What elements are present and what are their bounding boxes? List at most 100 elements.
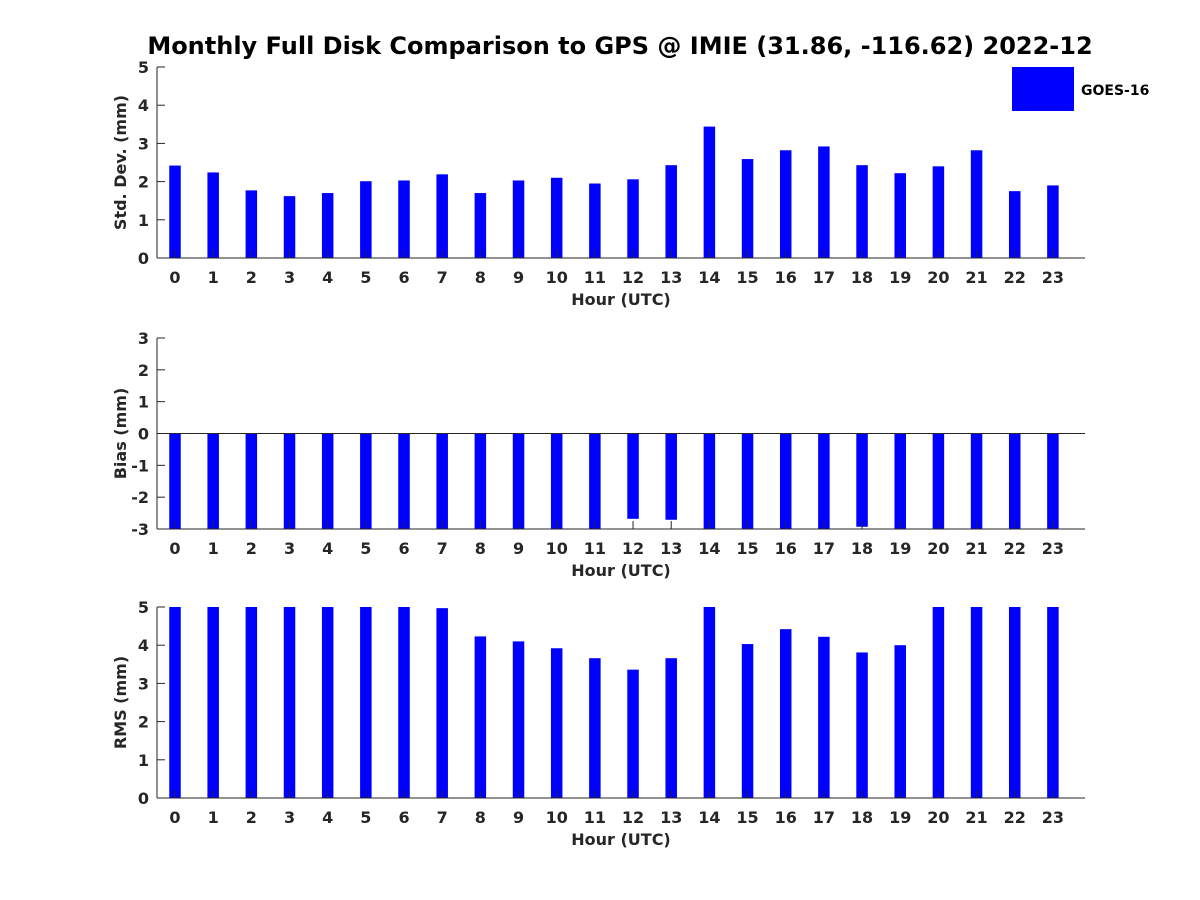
rms-bar-18: [856, 652, 868, 798]
rms-x-tick-label: 12: [622, 808, 644, 827]
std-dev-bar-16: [779, 150, 792, 258]
bias-x-tick-label: 5: [360, 539, 371, 558]
std-dev-bar-17: [818, 146, 830, 258]
figure-title: Monthly Full Disk Comparison to GPS @ IM…: [147, 32, 1092, 60]
bias-y-tick-label: 1: [138, 393, 149, 412]
rms-x-tick-label: 15: [736, 808, 758, 827]
std-dev-bar-5: [360, 181, 372, 258]
rms-y-axis-label: RMS (mm): [111, 656, 130, 749]
bias-x-tick-label: 11: [584, 539, 606, 558]
rms-x-tick-label: 1: [208, 808, 219, 827]
rms-bar-17: [818, 636, 830, 798]
rms-x-tick-label: 7: [437, 808, 448, 827]
std-dev-y-tick-label: 2: [138, 173, 149, 192]
std-dev-x-tick-label: 12: [622, 268, 644, 287]
std-dev-y-tick-label: 0: [138, 249, 149, 268]
bias-x-tick-label: 7: [437, 539, 448, 558]
rms-bar-0: [169, 607, 181, 798]
rms-x-tick-label: 17: [813, 808, 835, 827]
rms-bar-8: [474, 636, 487, 798]
std-dev-x-tick-label: 2: [246, 268, 257, 287]
bias-bar-13: [665, 433, 677, 520]
rms-x-tick-label: 14: [698, 808, 720, 827]
rms-x-tick-label: 2: [246, 808, 257, 827]
bias-x-tick-label: 17: [813, 539, 835, 558]
bias-bar-16: [779, 433, 792, 529]
bias-x-tick-label: 8: [475, 539, 486, 558]
bias-bar-17: [818, 433, 830, 529]
rms-x-tick-label: 16: [775, 808, 797, 827]
std-dev-x-tick-label: 7: [437, 268, 448, 287]
std-dev-x-tick-label: 5: [360, 268, 371, 287]
bias-bar-19: [894, 433, 906, 529]
rms-bar-14: [703, 607, 716, 798]
bias-bar-14: [703, 433, 716, 529]
std-dev-x-tick-label: 21: [965, 268, 987, 287]
bias-bar-23: [1047, 433, 1059, 529]
std-dev-bar-14: [703, 126, 716, 258]
rms-bar-1: [207, 607, 219, 798]
std-dev-x-tick-label: 6: [398, 268, 409, 287]
std-dev-x-tick-label: 11: [584, 268, 606, 287]
std-dev-x-tick-label: 18: [851, 268, 873, 287]
std-dev-bar-0: [169, 165, 181, 258]
bias-x-tick-label: 0: [169, 539, 180, 558]
bias-x-tick-label: 20: [927, 539, 949, 558]
bias-y-axis-label: Bias (mm): [111, 388, 130, 480]
std-dev-y-tick-label: 3: [138, 134, 149, 153]
rms-y-tick-label: 1: [138, 751, 149, 770]
rms-y-tick-label: 3: [138, 674, 149, 693]
rms-bar-12: [627, 669, 639, 798]
std-dev-bar-7: [436, 174, 448, 258]
legend: GOES-16: [1012, 67, 1149, 111]
bias-x-tick-label: 21: [965, 539, 987, 558]
rms-x-tick-label: 3: [284, 808, 295, 827]
bias-bar-18: [856, 433, 868, 527]
std-dev-bar-19: [894, 173, 906, 258]
std-dev-bar-15: [741, 159, 754, 258]
bias-bar-7: [436, 433, 448, 529]
rms-bar-21: [970, 607, 983, 798]
bias-x-tick-label: 16: [775, 539, 797, 558]
rms-x-tick-label: 9: [513, 808, 524, 827]
bias-y-tick-label: -3: [131, 520, 149, 539]
rms-bar-4: [321, 607, 334, 798]
std-dev-bar-18: [856, 165, 868, 258]
bias-bar-11: [589, 433, 601, 529]
bias-y-tick-label: -1: [131, 456, 149, 475]
bias-x-tick-label: 9: [513, 539, 524, 558]
rms-bar-10: [550, 648, 563, 798]
bias-x-tick-label: 19: [889, 539, 911, 558]
std-dev-x-tick-label: 4: [322, 268, 333, 287]
bias-x-tick-label: 12: [622, 539, 644, 558]
std-dev-x-tick-label: 20: [927, 268, 949, 287]
rms-bar-2: [245, 607, 258, 798]
std-dev-x-tick-label: 22: [1004, 268, 1026, 287]
bias-bar-8: [474, 433, 487, 529]
std-dev-bar-11: [589, 183, 601, 258]
bias-y-tick-label: 2: [138, 361, 149, 380]
rms-bar-3: [283, 607, 296, 798]
rms-x-tick-label: 23: [1042, 808, 1064, 827]
rms-x-tick-label: 5: [360, 808, 371, 827]
rms-bar-15: [741, 644, 754, 798]
bias-x-tick-label: 22: [1004, 539, 1026, 558]
rms-x-tick-label: 22: [1004, 808, 1026, 827]
std-dev-y-tick-label: 5: [138, 58, 149, 77]
rms-x-tick-label: 8: [475, 808, 486, 827]
rms-bar-22: [1008, 607, 1021, 798]
rms-x-tick-label: 18: [851, 808, 873, 827]
std-dev-x-tick-label: 10: [546, 268, 568, 287]
bias-bar-20: [932, 433, 945, 529]
legend-label-goes16: GOES-16: [1081, 83, 1149, 99]
rms-x-axis-label: Hour (UTC): [571, 830, 671, 849]
std-dev-x-tick-label: 15: [736, 268, 758, 287]
std-dev-bar-23: [1047, 185, 1059, 258]
rms-x-tick-label: 11: [584, 808, 606, 827]
bias-bar-5: [360, 433, 372, 529]
std-dev-bar-10: [550, 177, 563, 258]
std-dev-bar-4: [321, 193, 334, 258]
std-dev-x-tick-label: 19: [889, 268, 911, 287]
std-dev-x-tick-label: 17: [813, 268, 835, 287]
